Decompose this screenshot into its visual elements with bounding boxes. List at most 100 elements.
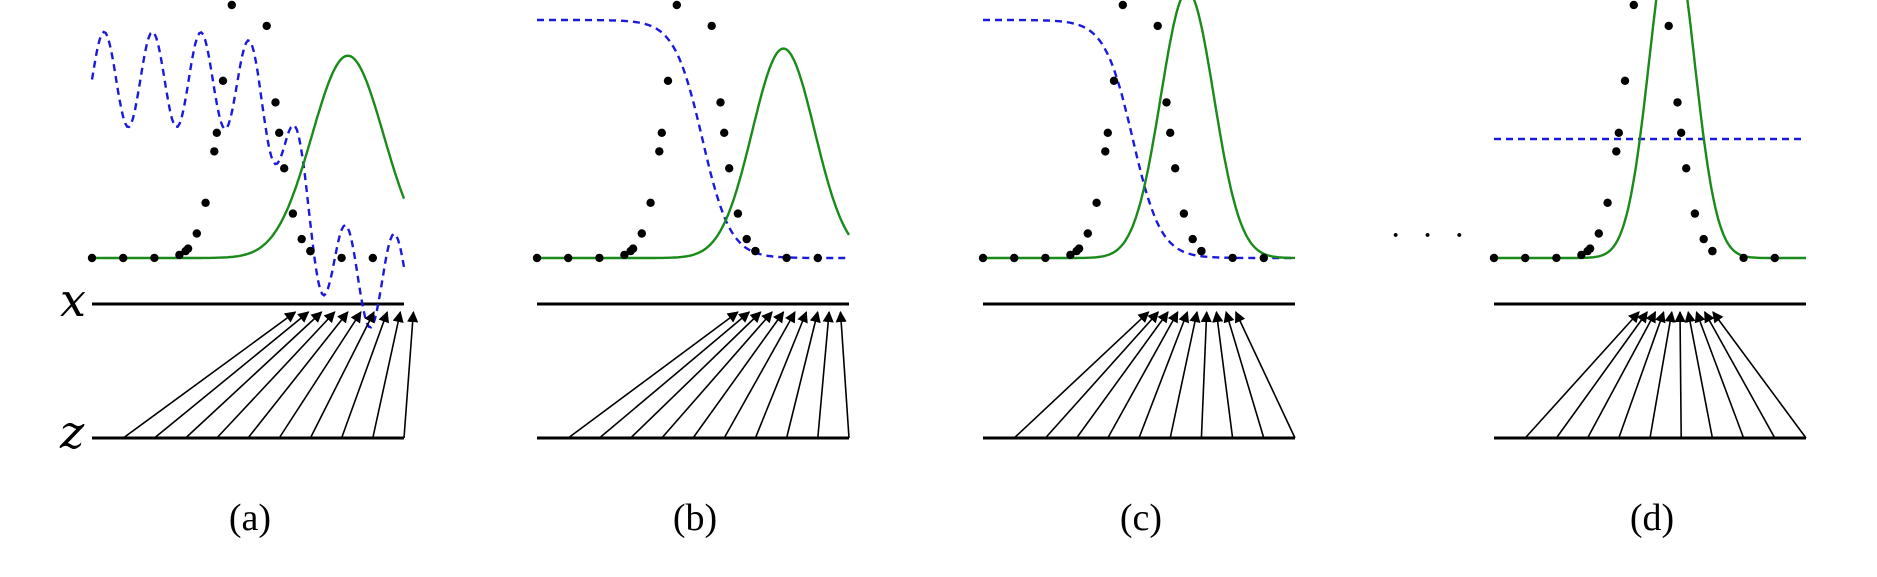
data-point <box>192 229 201 238</box>
data-point <box>1010 253 1019 263</box>
data-point <box>1101 147 1110 156</box>
mapping-arrow <box>340 310 390 439</box>
panel-c: (c) <box>978 0 1296 539</box>
data-point <box>733 209 743 218</box>
mapping-arrow <box>185 311 323 439</box>
mapping-arrow <box>122 311 297 439</box>
mapping-arrow <box>1684 310 1714 439</box>
data-point <box>212 128 221 137</box>
data-point <box>672 0 681 10</box>
data-point <box>1109 76 1119 86</box>
mapping-arrow <box>1694 310 1745 439</box>
mapping-arrow <box>1712 311 1807 439</box>
ellipsis: · · · <box>1390 217 1471 254</box>
data-point <box>1677 128 1686 137</box>
data-point <box>368 253 377 263</box>
data-point <box>150 253 159 263</box>
mapping-arrow <box>567 311 739 439</box>
data-point <box>1259 253 1269 263</box>
data-point <box>87 253 97 263</box>
mapping-arrow <box>817 310 834 439</box>
mapping-arrow <box>1107 311 1179 439</box>
discriminator-curve <box>537 18 849 260</box>
mapping-arrow <box>403 310 419 439</box>
mapping-arrow <box>1200 310 1212 439</box>
mapping-arrow <box>153 311 310 439</box>
mapping-arrow <box>247 311 349 439</box>
mapping-arrow <box>1618 310 1666 439</box>
generator-density-curve <box>1494 0 1806 260</box>
data-point <box>218 76 228 86</box>
data-point <box>646 198 655 207</box>
panel-b: (b) <box>532 0 851 539</box>
data-point <box>1629 0 1639 10</box>
data-point <box>1166 128 1175 137</box>
mapping-arrow <box>1212 310 1234 439</box>
data-point <box>1770 253 1780 263</box>
data-point <box>1197 246 1206 256</box>
data-point <box>1664 21 1673 31</box>
data-point <box>742 234 751 244</box>
data-point <box>1682 164 1691 173</box>
data-point <box>1188 234 1197 244</box>
data-point <box>306 246 315 256</box>
data-point <box>716 98 725 107</box>
data-point <box>707 21 716 31</box>
panels: (a) (b) (c) (d) <box>87 0 1807 539</box>
data-point <box>1041 253 1050 263</box>
generator-density-curve <box>92 54 406 260</box>
data-point <box>595 253 604 263</box>
data-point <box>1162 98 1171 107</box>
data-point <box>175 250 184 260</box>
mapping-arrow <box>723 311 796 439</box>
discriminator-curve <box>90 30 406 329</box>
mapping-arrow <box>372 310 404 439</box>
data-point <box>620 250 629 260</box>
data-point <box>297 234 306 244</box>
data-point <box>183 244 193 253</box>
data-point <box>227 0 236 10</box>
data-point <box>1066 250 1075 260</box>
data-point <box>1103 128 1113 137</box>
data-point <box>1153 21 1162 31</box>
mapping-arrow <box>1586 311 1657 439</box>
mapping-arrow <box>1555 311 1648 439</box>
mapping-arrow <box>309 311 375 439</box>
data-point <box>1118 0 1128 10</box>
data-point <box>657 128 666 137</box>
mapping-arrow <box>1524 311 1640 439</box>
panel-caption: (a) <box>229 497 271 539</box>
data-point <box>628 244 638 253</box>
data-point <box>210 147 219 156</box>
panel-caption: (b) <box>673 497 717 539</box>
x-axis-label: x <box>60 273 86 327</box>
data-point <box>1620 76 1630 86</box>
data-point <box>782 253 791 263</box>
mapping-arrow <box>1075 311 1169 439</box>
mapping-arrow <box>216 311 336 439</box>
data-point <box>655 147 664 156</box>
mapping-arrow <box>598 311 751 439</box>
data-point <box>337 253 346 263</box>
mapping-arrow <box>1013 311 1150 439</box>
data-point <box>288 209 298 218</box>
z-axis-label: z <box>59 405 85 459</box>
data-point <box>280 164 289 173</box>
data-point <box>532 253 542 263</box>
data-point <box>1179 209 1189 218</box>
data-point <box>201 198 210 207</box>
mapping-arrow <box>1044 311 1160 439</box>
data-point <box>1092 198 1101 207</box>
mapping-arrow <box>835 310 850 439</box>
data-point <box>1228 253 1237 263</box>
data-point <box>1690 209 1700 218</box>
data-point <box>663 76 673 86</box>
panel-d: (d) <box>1489 0 1807 539</box>
panel-caption: (d) <box>1630 497 1674 539</box>
data-point <box>1612 147 1621 156</box>
data-point <box>813 253 822 263</box>
data-point <box>1614 128 1624 137</box>
panel-a: (a) <box>87 0 419 539</box>
data-point <box>1603 198 1612 207</box>
